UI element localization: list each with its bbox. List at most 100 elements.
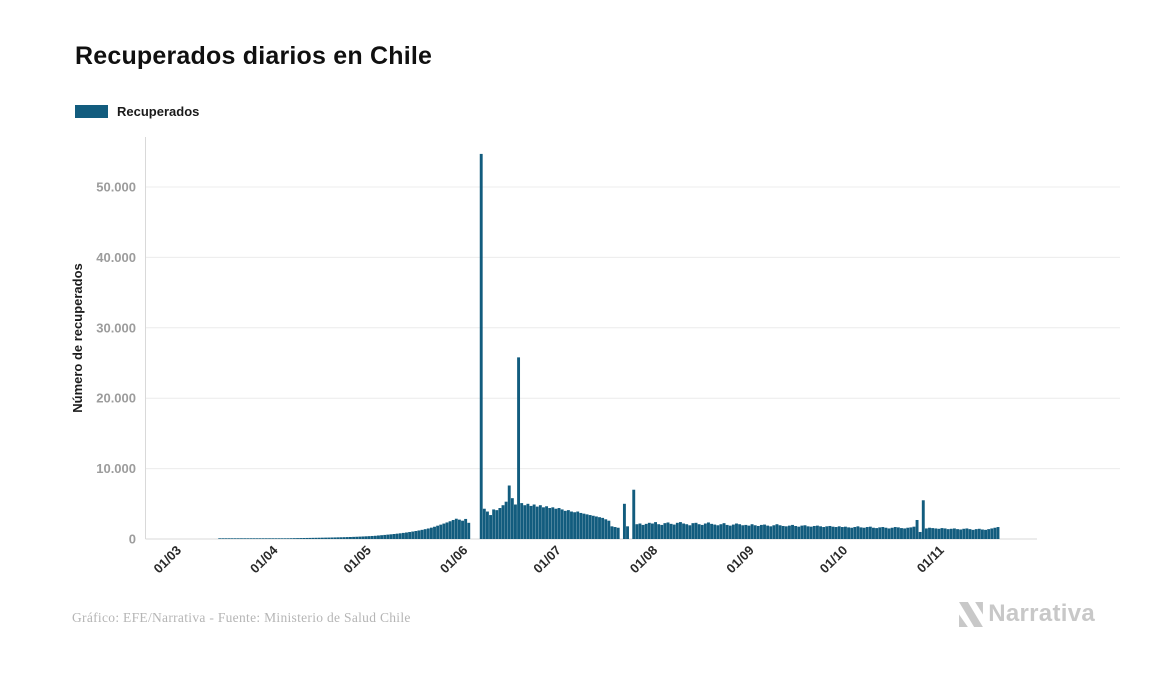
bar <box>370 535 374 539</box>
bar <box>560 509 564 539</box>
bar <box>834 527 838 539</box>
y-tick-label: 20.000 <box>96 391 136 406</box>
bar <box>485 511 489 539</box>
bar <box>598 517 601 539</box>
bar <box>663 523 667 539</box>
bar <box>753 525 757 539</box>
bar <box>274 538 278 539</box>
bar <box>570 511 573 539</box>
bar <box>697 524 701 539</box>
narrativa-logo: Narrativa <box>959 600 1095 628</box>
bar <box>498 508 502 539</box>
bar <box>333 537 337 539</box>
bar <box>654 522 657 539</box>
bar <box>635 524 639 539</box>
x-tick-label: 01/04 <box>247 542 281 576</box>
bar <box>815 525 819 539</box>
bar <box>700 524 704 539</box>
bar <box>840 527 844 539</box>
bar <box>781 525 785 539</box>
bar <box>713 524 717 539</box>
bar <box>246 538 250 539</box>
bar <box>451 519 455 539</box>
bar <box>227 538 231 539</box>
x-tick-label: 01/05 <box>340 543 374 577</box>
bar <box>772 525 776 539</box>
bar <box>429 527 433 539</box>
y-tick-label: 10.000 <box>96 461 136 476</box>
legend: Recuperados <box>75 104 199 119</box>
bar <box>255 538 259 539</box>
bar <box>339 537 343 539</box>
bar <box>850 527 854 539</box>
y-tick-label: 0 <box>129 532 136 547</box>
bar <box>464 518 468 539</box>
bar <box>865 527 869 539</box>
bar <box>495 510 499 539</box>
bar <box>984 529 987 539</box>
bar <box>644 523 648 539</box>
bar <box>233 538 237 539</box>
bar <box>514 504 517 539</box>
bar <box>918 531 922 539</box>
bar <box>800 525 804 539</box>
bar <box>719 524 723 539</box>
bar <box>622 503 626 539</box>
bar <box>626 526 629 539</box>
bar <box>320 537 324 539</box>
bar <box>890 527 894 539</box>
bar <box>893 527 897 539</box>
bar <box>442 523 446 539</box>
bar <box>492 509 496 539</box>
bar <box>314 537 318 539</box>
bar <box>694 522 698 539</box>
legend-label-recuperados: Recuperados <box>117 104 200 119</box>
bar <box>934 528 938 539</box>
bar <box>426 528 430 539</box>
bar <box>579 512 583 539</box>
bar <box>844 526 847 539</box>
bar <box>962 528 966 539</box>
bar <box>324 537 327 539</box>
bar <box>853 527 857 539</box>
bar <box>837 526 841 539</box>
bar <box>342 537 346 539</box>
bar <box>554 508 558 539</box>
y-tick-label: 30.000 <box>96 320 136 335</box>
bar <box>707 522 710 539</box>
bar <box>261 538 265 539</box>
bar <box>744 524 748 539</box>
bar <box>551 507 555 539</box>
bar <box>454 518 458 539</box>
bar <box>507 485 511 539</box>
bar <box>977 528 981 539</box>
bar <box>924 528 928 539</box>
bar <box>230 538 234 539</box>
bar <box>847 527 851 539</box>
narrativa-logo-text: Narrativa <box>988 600 1095 627</box>
bar <box>264 538 268 539</box>
bar <box>389 534 393 539</box>
bar <box>504 501 508 539</box>
bar <box>750 524 754 539</box>
bar <box>563 510 567 539</box>
bar <box>822 527 826 539</box>
bar <box>271 538 275 539</box>
bar <box>669 523 673 539</box>
bar <box>277 538 281 539</box>
bar <box>520 503 524 539</box>
bar <box>243 538 247 539</box>
bar <box>448 521 452 539</box>
bar <box>965 528 969 539</box>
bar <box>675 522 679 539</box>
x-tick-label: 01/10 <box>817 543 851 577</box>
bar <box>457 519 461 539</box>
bar <box>526 503 530 539</box>
bar <box>735 523 738 539</box>
bar <box>616 527 620 539</box>
bar <box>952 528 956 539</box>
bar <box>236 538 240 539</box>
bar <box>868 526 872 539</box>
bar <box>392 534 396 539</box>
